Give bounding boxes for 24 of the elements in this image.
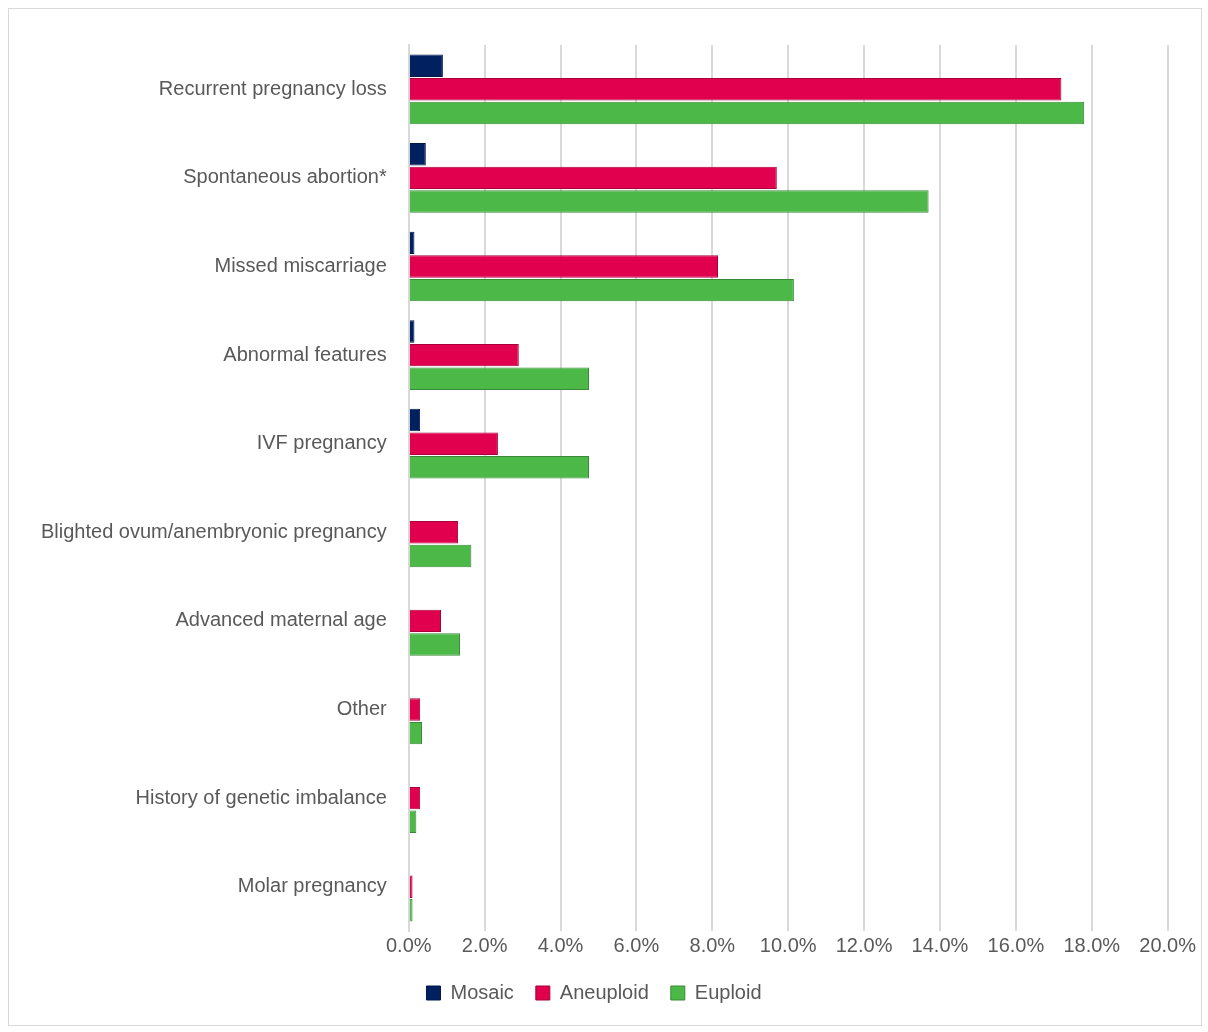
y-tick-label: Blighted ovum/anembryonic pregnancy [40, 519, 387, 542]
x-tick-label: 6.0% [613, 933, 660, 956]
x-tick-label: 10.0% [759, 933, 817, 956]
x-tick-label: 12.0% [835, 933, 893, 956]
x-tick-label: 16.0% [987, 933, 1045, 956]
y-tick-label: Advanced maternal age [175, 608, 387, 631]
y-tick-label: History of genetic imbalance [135, 785, 387, 808]
x-tick-label: 14.0% [911, 933, 969, 956]
x-tick-label: 18.0% [1063, 933, 1121, 956]
y-tick-label: Recurrent pregnancy loss [158, 76, 387, 99]
y-tick-label: Spontaneous abortion* [183, 165, 387, 188]
legend-label: Mosaic [450, 980, 514, 1003]
legend-label: Aneuploid [559, 980, 649, 1003]
y-tick-label: Other [336, 697, 388, 720]
x-tick-label: 4.0% [537, 933, 584, 956]
y-tick-label: Missed miscarriage [214, 254, 387, 277]
legend-label: Euploid [694, 980, 762, 1003]
y-tick-label: IVF pregnancy [256, 431, 387, 454]
y-tick-label: Molar pregnancy [237, 874, 387, 897]
y-tick-label: Abnormal features [223, 342, 387, 365]
x-tick-label: 20.0% [1139, 933, 1197, 956]
x-tick-label: 2.0% [461, 933, 508, 956]
x-tick-label: 0.0% [385, 933, 432, 956]
x-tick-label: 8.0% [689, 933, 736, 956]
